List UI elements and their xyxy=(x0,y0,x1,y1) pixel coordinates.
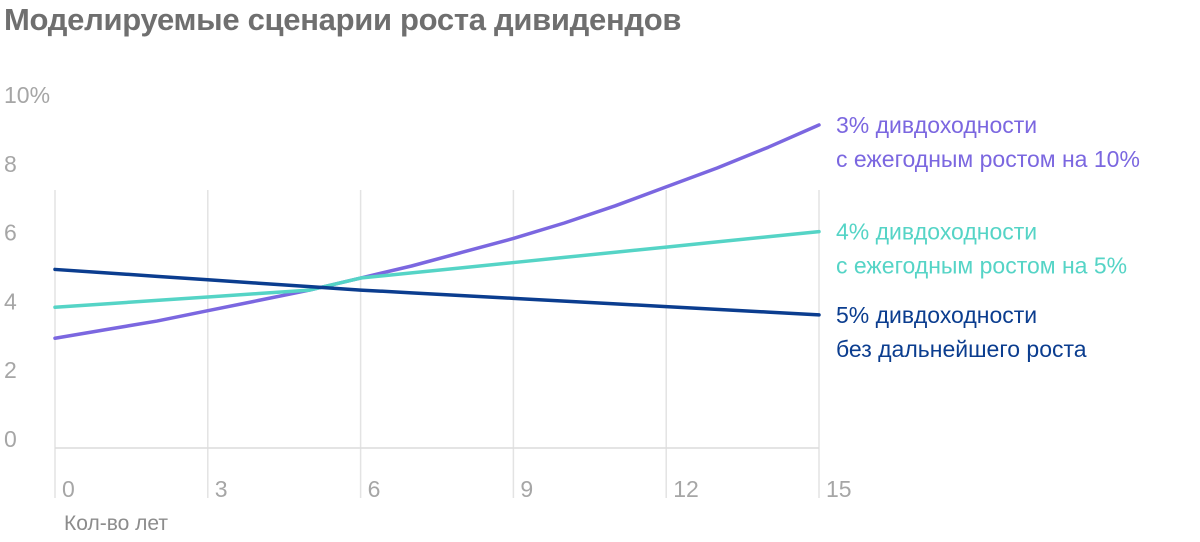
series-line-1 xyxy=(53,229,821,310)
x-tick-label-9: 9 xyxy=(520,476,533,502)
chart-title: Моделируемые сценарии роста дивидендов xyxy=(4,2,682,37)
series-line-2 xyxy=(53,267,821,317)
x-tick-label-6: 6 xyxy=(368,476,381,502)
x-tick-label-0: 0 xyxy=(62,476,75,502)
series-label-0-line-1: с ежегодным ростом на 10% xyxy=(836,146,1140,172)
y-tick-label-8: 8 xyxy=(4,151,17,177)
series-line-0 xyxy=(53,123,821,340)
x-tick-label-12: 12 xyxy=(673,476,699,502)
series-labels: 3% дивдоходности с ежегодным ростом на 10… xyxy=(836,112,1140,362)
y-tick-label-10%: 10% xyxy=(4,82,50,108)
x-tick-label-15: 15 xyxy=(826,476,852,502)
y-axis-ticks: 0 2 4 6 8 10% xyxy=(4,82,50,452)
series-label-2-line-0: 5% дивдоходности xyxy=(836,302,1037,328)
x-axis-ticks: 0 3 6 9 12 15 xyxy=(62,476,852,502)
series-label-2-line-1: без дальнейшего роста xyxy=(836,336,1087,362)
y-tick-label-4: 4 xyxy=(4,288,17,314)
series-lines xyxy=(53,123,821,340)
series-label-1-line-1: с ежегодным ростом на 5% xyxy=(836,253,1127,279)
y-tick-label-2: 2 xyxy=(4,357,17,383)
series-label-1-line-0: 4% дивдоходности xyxy=(836,219,1037,245)
y-tick-label-0: 0 xyxy=(4,426,17,452)
x-tick-label-3: 3 xyxy=(215,476,228,502)
series-label-0-line-0: 3% дивдоходности xyxy=(836,112,1037,138)
grid-lines xyxy=(54,190,820,498)
x-axis-label: Кол-во лет xyxy=(64,512,168,535)
y-tick-label-6: 6 xyxy=(4,220,17,246)
